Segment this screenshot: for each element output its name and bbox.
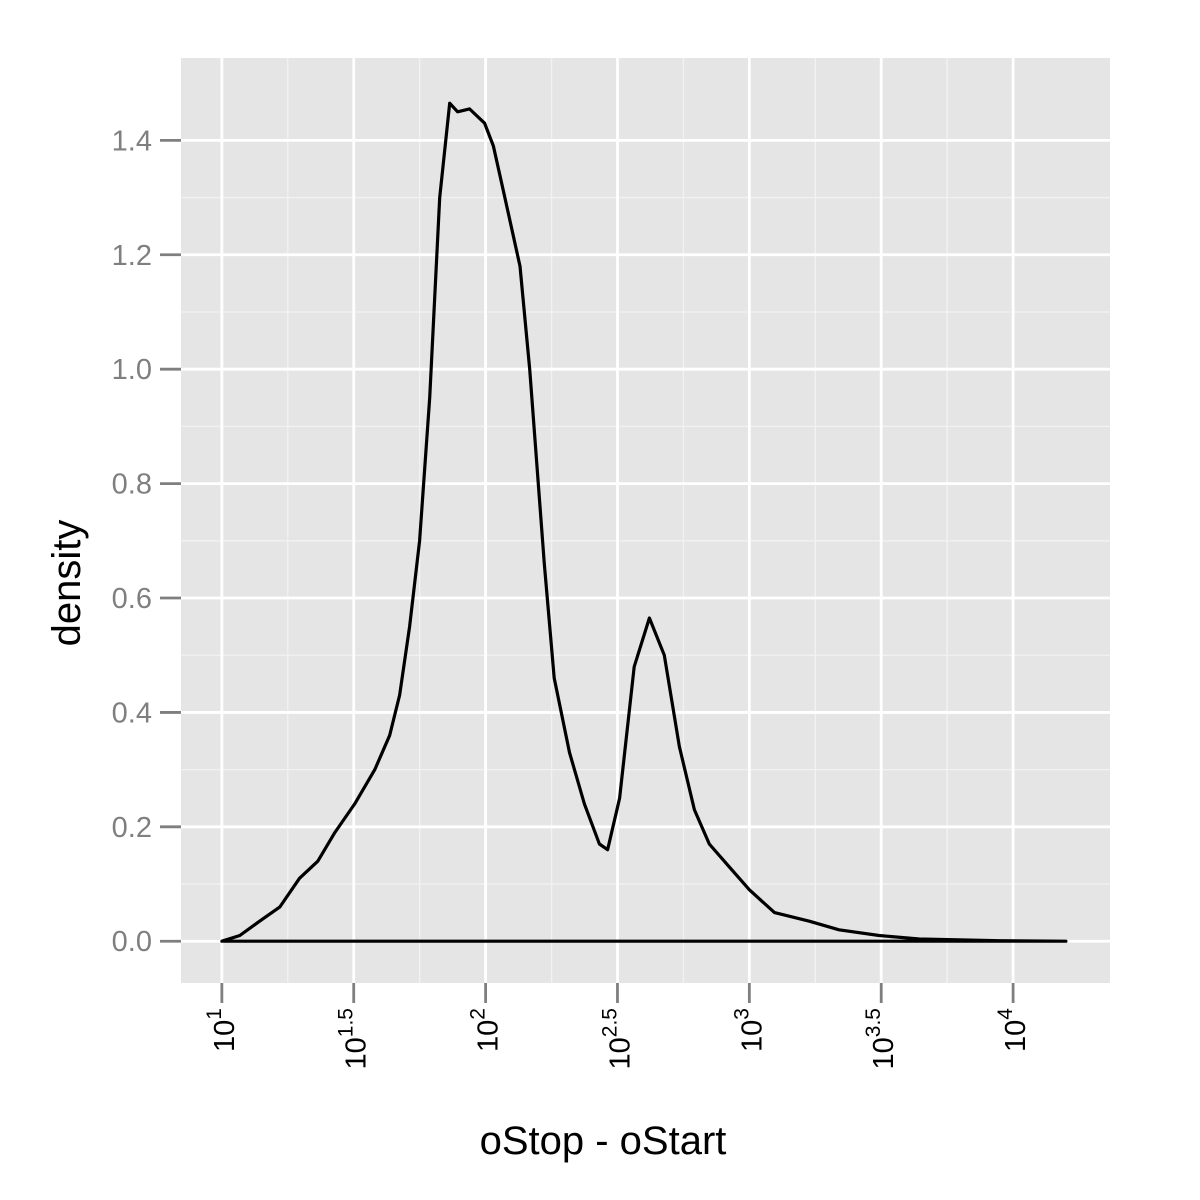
plot-panel (181, 58, 1110, 983)
x-tick-exponent: 3 (730, 1008, 753, 1020)
x-tick-base: 10 (868, 1037, 900, 1069)
y-tick-label: 0.8 (112, 469, 152, 501)
y-tick-label: 1.0 (112, 354, 152, 386)
y-tick-label: 1.2 (112, 240, 152, 272)
y-tick-label: 1.4 (112, 125, 152, 157)
x-tick-base: 10 (473, 1020, 505, 1052)
y-tick-label: 0.0 (112, 926, 152, 958)
x-tick-exponent: 1.5 (335, 1008, 358, 1037)
x-tick-label: 103 (730, 1008, 768, 1052)
x-tick-base: 10 (341, 1037, 373, 1069)
x-tick-label: 102 (467, 1008, 505, 1052)
y-tick-label: 0.2 (112, 812, 152, 844)
x-axis-title: oStop - oStart (480, 1119, 727, 1163)
x-tick-exponent: 1 (203, 1008, 226, 1020)
x-tick-exponent: 4 (994, 1008, 1017, 1020)
y-tick-label: 0.6 (112, 583, 152, 615)
x-tick-label: 102.5 (598, 1008, 636, 1069)
x-tick-label: 101.5 (335, 1008, 373, 1069)
x-tick-label: 104 (994, 1008, 1032, 1052)
x-tick-exponent: 3.5 (862, 1008, 885, 1037)
x-tick-exponent: 2.5 (598, 1008, 621, 1037)
y-axis-title: density (45, 520, 89, 647)
x-tick-exponent: 2 (467, 1008, 490, 1020)
x-tick-base: 10 (209, 1020, 241, 1052)
x-tick-label: 103.5 (862, 1008, 900, 1069)
density-line (220, 101, 1068, 943)
x-tick-base: 10 (736, 1020, 768, 1052)
y-tick-label: 0.4 (112, 697, 152, 729)
x-tick-base: 10 (1000, 1020, 1032, 1052)
x-tick-label: 101 (203, 1008, 241, 1052)
x-tick-base: 10 (604, 1037, 636, 1069)
